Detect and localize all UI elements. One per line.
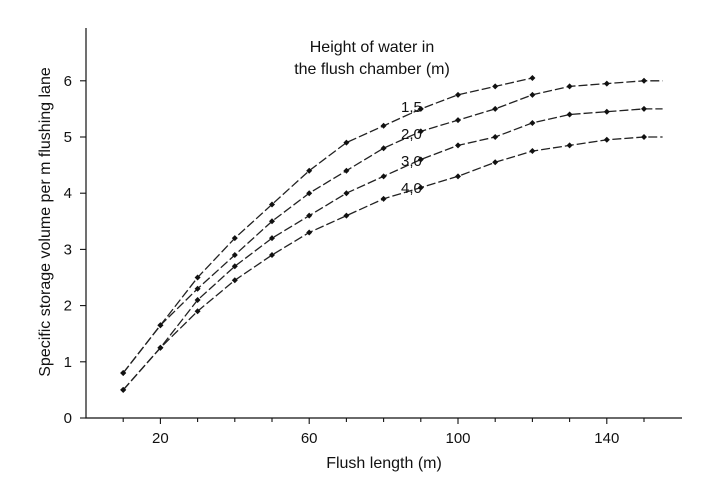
series-line — [122, 136, 663, 391]
data-point — [231, 277, 238, 284]
series-2: 2,0 — [120, 77, 663, 377]
data-point — [343, 212, 350, 219]
legend-title-line-2: the flush chamber (m) — [294, 61, 450, 78]
x-tick-label: 140 — [594, 430, 619, 447]
x-tick-label: 100 — [445, 430, 470, 447]
data-point — [380, 122, 387, 129]
data-point — [417, 156, 424, 163]
data-point — [566, 111, 573, 118]
data-point — [641, 77, 647, 84]
legend-title-line-1: Height of water in — [310, 39, 435, 56]
data-point — [194, 308, 201, 315]
data-point — [269, 201, 275, 208]
y-axis-ticks: 0 1 2 3 4 5 6 — [64, 73, 86, 427]
data-point — [492, 134, 499, 140]
data-point — [641, 134, 647, 140]
plot-axes-frame — [85, 28, 682, 419]
data-point — [380, 145, 387, 152]
series-group: 1,5 2,0 3,0 4,0 — [120, 74, 663, 393]
data-point — [529, 119, 536, 126]
data-point — [417, 128, 424, 135]
data-point — [492, 159, 499, 166]
axes — [85, 28, 682, 419]
data-point — [380, 195, 387, 202]
series-1: 1,5 — [120, 74, 536, 377]
data-point — [120, 370, 127, 377]
data-point — [157, 322, 164, 329]
y-tick-label: 3 — [64, 241, 72, 258]
data-point — [455, 142, 461, 149]
data-point — [157, 344, 164, 351]
data-point — [194, 296, 201, 303]
data-point — [566, 83, 573, 90]
data-point — [194, 274, 201, 281]
data-point — [120, 386, 127, 393]
data-point — [306, 167, 313, 174]
data-point — [231, 235, 238, 242]
data-point — [343, 167, 350, 174]
series-label: 3,0 — [401, 153, 422, 170]
x-axis-title: Flush length (m) — [326, 455, 442, 472]
y-tick-label: 5 — [64, 129, 72, 146]
data-point — [343, 190, 350, 197]
y-axis-title: Specific storage volume per m flushing l… — [37, 67, 54, 377]
y-tick-label: 2 — [64, 298, 72, 315]
data-point — [380, 173, 387, 180]
data-point — [269, 252, 275, 259]
y-tick-label: 0 — [64, 410, 72, 427]
series-line — [122, 108, 663, 391]
y-tick-label: 6 — [64, 73, 72, 90]
series-3: 3,0 — [120, 105, 663, 393]
x-tick-label: 20 — [152, 430, 169, 447]
data-point — [603, 80, 610, 87]
y-tick-label: 1 — [64, 354, 72, 371]
series-label: 4,0 — [401, 180, 422, 197]
data-point — [566, 142, 573, 149]
data-point — [417, 184, 424, 191]
data-point — [417, 105, 424, 112]
data-point — [492, 83, 499, 90]
y-tick-label: 4 — [64, 185, 72, 202]
x-axis-ticks: 20 60 100 140 — [122, 418, 645, 447]
data-point — [231, 263, 238, 270]
series-label: 1,5 — [401, 99, 422, 116]
data-point — [603, 108, 610, 115]
data-point — [529, 74, 536, 81]
data-point — [641, 105, 647, 112]
data-point — [269, 218, 275, 225]
data-point — [231, 252, 238, 259]
data-point — [194, 285, 201, 292]
data-point — [603, 136, 610, 143]
data-point — [455, 173, 461, 180]
data-point — [529, 91, 536, 98]
data-point — [343, 139, 350, 146]
data-point — [269, 235, 275, 242]
data-point — [306, 190, 313, 197]
data-point — [306, 229, 313, 236]
data-point — [455, 91, 461, 98]
series-label: 2,0 — [401, 126, 422, 143]
data-point — [455, 117, 461, 124]
data-point — [492, 105, 499, 112]
x-tick-label: 60 — [301, 430, 318, 447]
series-line — [122, 80, 663, 374]
data-point — [529, 148, 536, 155]
series-4: 4,0 — [120, 134, 663, 393]
data-point — [306, 212, 313, 219]
series-line — [122, 77, 533, 374]
